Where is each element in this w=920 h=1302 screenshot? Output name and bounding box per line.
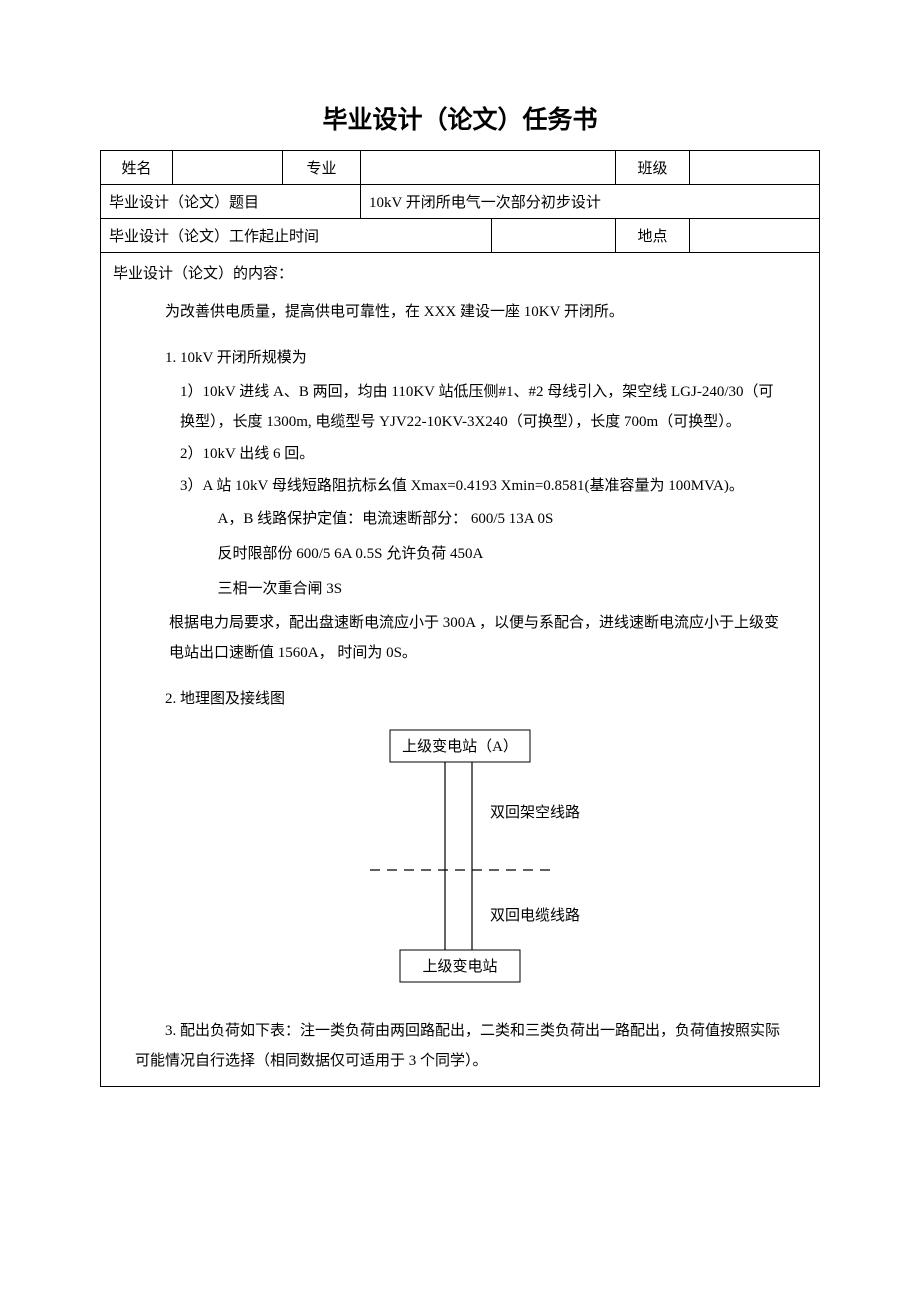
content-cell: 毕业设计（论文）的内容： 为改善供电质量，提高供电可靠性，在 XXX 建设一座 … [101, 253, 820, 1087]
content-header: 毕业设计（论文）的内容： [109, 259, 811, 289]
diagram-wrap: 上级变电站（A） 上级变电站 双回架空线路 双回电缆线路 [109, 722, 811, 992]
section-1-item-3-line-4: 三相一次重合闸 3S [135, 573, 785, 606]
class-label: 班级 [616, 151, 690, 185]
name-label: 姓名 [101, 151, 173, 185]
section-1-item-3-line-2: A，B 线路保护定值：电流速断部分： 600/5 13A 0S [135, 503, 785, 536]
section-1-head: 1. 10kV 开闭所规模为 [135, 343, 785, 373]
node-top-label: 上级变电站（A） [402, 738, 518, 755]
topic-label: 毕业设计（论文）题目 [101, 185, 361, 219]
section-2-head: 2. 地理图及接线图 [135, 684, 785, 714]
page-title: 毕业设计（论文）任务书 [100, 100, 820, 136]
topic-value: 10kV 开闭所电气一次部分初步设计 [361, 185, 820, 219]
section-1-item-3-line-1: 3）A 站 10kV 母线短路阻抗标幺值 Xmax=0.4193 Xmin=0.… [135, 471, 785, 501]
intro-paragraph: 为改善供电质量，提高供电可靠性，在 XXX 建设一座 10KV 开闭所。 [135, 297, 785, 327]
section-1-item-3-line-5: 根据电力局要求，配出盘速断电流应小于 300A ，以便与系配合，进线速断电流应小… [169, 608, 785, 668]
section-1-item-3-line-3: 反时限部份 600/5 6A 0.5S 允许负荷 450A [135, 538, 785, 571]
name-value [173, 151, 283, 185]
major-label: 专业 [283, 151, 361, 185]
section-3-paragraph: 3. 配出负荷如下表：注一类负荷由两回路配出，二类和三类负荷出一路配出，负荷值按… [135, 1016, 785, 1076]
node-bottom-label: 上级变电站 [422, 958, 497, 975]
time-value [492, 219, 616, 253]
place-label: 地点 [616, 219, 690, 253]
class-value [690, 151, 820, 185]
overhead-label: 双回架空线路 [490, 804, 580, 821]
wiring-diagram: 上级变电站（A） 上级变电站 双回架空线路 双回电缆线路 [270, 722, 650, 992]
place-value [690, 219, 820, 253]
task-table: 姓名 专业 班级 毕业设计（论文）题目 10kV 开闭所电气一次部分初步设计 毕… [100, 150, 820, 1087]
cable-label: 双回电缆线路 [490, 907, 580, 924]
major-value [361, 151, 616, 185]
time-label: 毕业设计（论文）工作起止时间 [101, 219, 492, 253]
section-1-item-1: 1）10kV 进线 A、B 两回，均由 110KV 站低压侧#1、#2 母线引入… [135, 377, 785, 437]
section-1-item-2: 2）10kV 出线 6 回。 [135, 439, 785, 469]
